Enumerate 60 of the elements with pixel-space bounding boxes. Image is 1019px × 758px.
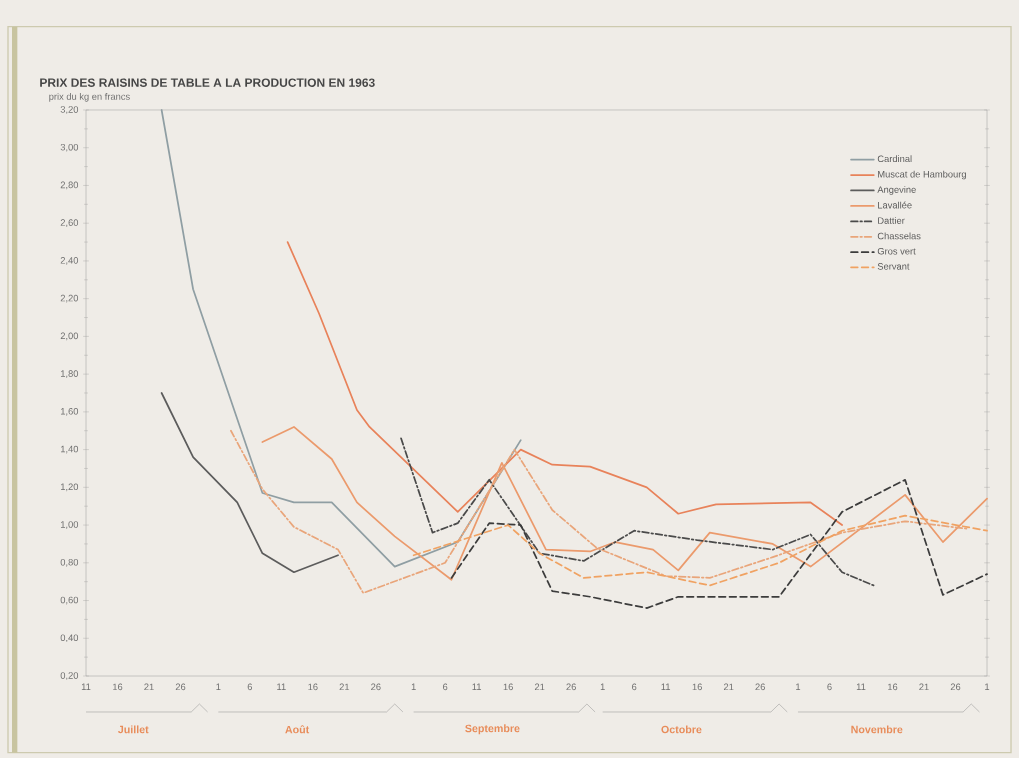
text: Juillet [118,725,149,734]
x-tick-label: 1 [411,683,416,690]
x-tick-label: 16 [113,683,123,691]
legend-label: Dattier [878,217,905,224]
y-tick-label: 1,40 [61,445,79,454]
y-tick-label: 2,80 [60,181,79,190]
legend-label: Cardinal [877,155,912,163]
x-tick-label: 21 [534,683,545,691]
x-tick-label: 1 [600,683,605,690]
y-tick-label: 2,60 [60,219,79,228]
y-tick-label: 0,60 [60,596,79,605]
x-tick-label: 16 [888,683,898,691]
legend-label: Muscat de Hambourg [878,170,966,180]
x-tick-label: 11 [661,683,671,690]
y-tick-label: 3,20 [60,106,79,114]
legend-label: Chasselas [877,232,921,240]
legend-label: Lavallée [878,201,912,209]
x-tick-label: 1 [796,683,801,690]
x-tick-label: 21 [723,683,734,691]
x-tick-label: 26 [566,683,576,691]
x-tick-label: 21 [339,683,350,691]
x-tick-label: 26 [755,683,765,691]
x-tick-label: 6 [827,683,832,691]
y-tick-label: 1,60 [61,408,79,416]
legend-label: Angevine [877,186,916,195]
x-tick-label: 26 [371,683,381,691]
x-tick-label: 6 [443,683,448,691]
x-tick-label: 11 [856,683,866,690]
legend-label: Gros vert [877,247,916,255]
y-tick-label: 2,20 [60,294,79,303]
x-tick-label: 26 [950,683,961,691]
y-tick-label: 0,20 [60,672,79,680]
x-tick-label: 11 [277,683,286,690]
x-tick-label: 6 [247,683,252,691]
x-tick-label: 6 [632,683,637,691]
x-tick-label: 21 [919,683,929,691]
x-tick-label: 21 [144,683,154,691]
x-tick-label: 1 [985,683,990,690]
y-tick-label: 1,80 [61,370,79,378]
x-tick-label: 1 [216,683,221,690]
x-tick-label: 26 [175,683,186,691]
x-tick-label: 16 [503,683,513,691]
y-tick-label: 2,40 [60,257,79,265]
y-tick-label: 0,40 [60,634,79,643]
x-tick-label: 16 [308,683,318,691]
x-tick-label: 16 [692,683,702,691]
y-tick-label: 0,80 [60,558,79,567]
y-tick-label: 3,00 [60,143,79,152]
text: Octobre [661,725,702,734]
y-tick-label: 1,20 [61,483,79,492]
text: Novembre [851,725,903,734]
text: Septembre [465,724,520,735]
x-tick-label: 11 [472,683,482,690]
x-tick-label: 11 [81,683,91,690]
text: Août [285,725,310,734]
y-tick-label: 2,00 [60,332,79,341]
y-axis-title: prix du kg en francs [49,92,130,102]
chart-title: PRIX DES RAISINS DE TABLE A LA PRODUCTION EN 1963 [40,78,375,87]
legend-label: Servant [877,263,910,270]
y-tick-label: 1,00 [61,521,79,529]
